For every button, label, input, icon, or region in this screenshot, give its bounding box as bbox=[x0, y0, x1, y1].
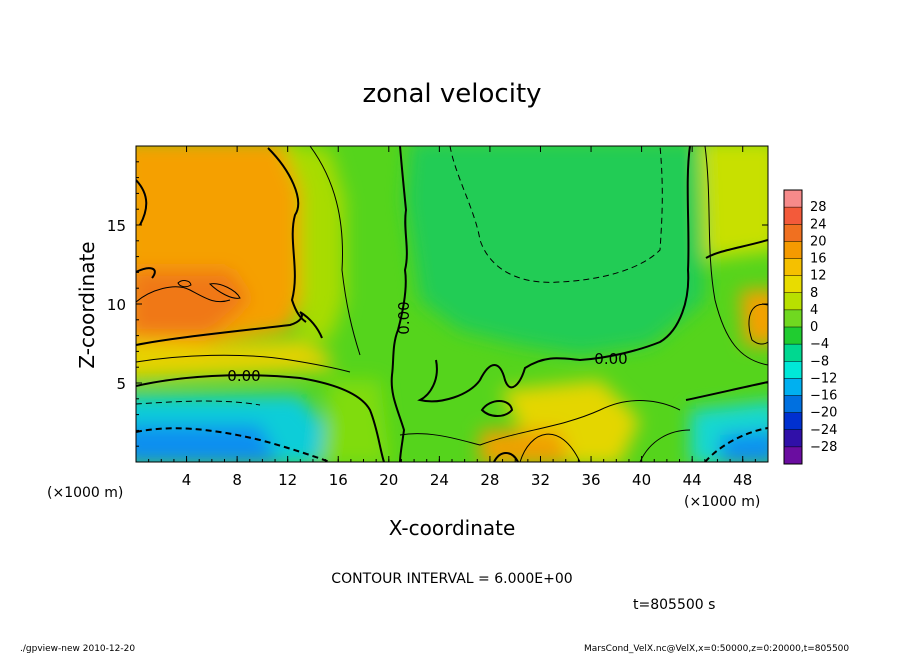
x-tick-label: 36 bbox=[581, 471, 600, 489]
contour-interval: CONTOUR INTERVAL = 6.000E+00 bbox=[331, 571, 572, 587]
positive-contour-bottom-right bbox=[639, 429, 691, 462]
x-tick-label: 8 bbox=[232, 471, 242, 489]
footer-left: ./gpview-new 2010-12-20 bbox=[20, 644, 135, 654]
field-region-mid-green-center bbox=[405, 146, 705, 355]
zero-contour-left-edge bbox=[136, 179, 156, 279]
negative-contour-left-mid bbox=[136, 400, 261, 406]
x-tick-label: 16 bbox=[329, 471, 348, 489]
zero-contour-center-vertical bbox=[390, 146, 408, 462]
colorbar-swatch bbox=[784, 344, 802, 362]
colorbar-swatch bbox=[784, 241, 802, 259]
x-axis-label: X-coordinate bbox=[389, 516, 516, 540]
colorbar-label: −8 bbox=[810, 354, 829, 369]
field-region-right-orange bbox=[740, 290, 768, 345]
colorbar-label: 16 bbox=[810, 252, 827, 267]
field-region-orange-peak bbox=[136, 270, 250, 335]
colorbar-label: −24 bbox=[810, 423, 837, 438]
colorbar-swatch bbox=[784, 275, 802, 294]
x-tick-label: 28 bbox=[480, 471, 499, 489]
contour-labels: 0.00 0.00 0.00 bbox=[227, 301, 627, 385]
field-blobs bbox=[136, 146, 768, 462]
y-tick-label: 5 bbox=[116, 375, 126, 393]
zero-contour-lower-left bbox=[136, 374, 385, 462]
zero-contour-bottom-closed bbox=[480, 400, 519, 462]
contour-label-right: 0.00 bbox=[594, 350, 627, 368]
y-axis-ticks: 5 10 15 bbox=[107, 145, 768, 463]
contour-label-left: 0.00 bbox=[227, 367, 260, 385]
y-tick-label: 10 bbox=[107, 296, 126, 314]
colorbar-label: 28 bbox=[810, 200, 827, 215]
colorbar-swatch bbox=[784, 190, 802, 208]
colorbar-swatch bbox=[784, 361, 802, 379]
field-region-yellowgreen-upper bbox=[282, 146, 345, 340]
contour-lines bbox=[136, 146, 768, 462]
heatmap-field: 0.00 0.00 0.00 bbox=[136, 146, 768, 462]
x-tick-label: 4 bbox=[182, 471, 192, 489]
x-tick-label: 12 bbox=[278, 471, 297, 489]
zero-contour-center-right bbox=[417, 146, 691, 403]
chart-title: zonal velocity bbox=[362, 79, 541, 109]
colorbar: 28 24 20 16 12 8 4 0 −4 −8 −12 −16 −20 −24 −28 bbox=[783, 189, 837, 465]
x-unit-right: (×1000 m) bbox=[684, 494, 760, 510]
colorbar-swatch bbox=[784, 378, 802, 396]
x-tick-label: 20 bbox=[379, 471, 398, 489]
colorbar-label: −4 bbox=[810, 337, 829, 352]
contour-label-vertical: 0.00 bbox=[395, 301, 413, 334]
negative-contour-center bbox=[449, 146, 663, 283]
positive-contour-right bbox=[704, 146, 768, 366]
field-region-blue-bottom-right bbox=[720, 431, 768, 462]
x-tick-label: 32 bbox=[531, 471, 550, 489]
colorbar-label: 20 bbox=[810, 234, 827, 249]
x-tick-label: 48 bbox=[733, 471, 752, 489]
y-axis-label: Z-coordinate bbox=[75, 241, 99, 368]
negative-contour-lower-left bbox=[136, 427, 331, 462]
colorbar-swatch bbox=[784, 412, 802, 431]
colorbar-swatch bbox=[784, 292, 802, 311]
x-tick-label: 24 bbox=[430, 471, 449, 489]
time-label: t=805500 s bbox=[633, 597, 715, 613]
colorbar-label: −12 bbox=[810, 371, 837, 386]
colorbar-label: −28 bbox=[810, 440, 837, 455]
positive-contour-upper bbox=[309, 146, 361, 356]
x-axis-ticks: 4 8 12 16 20 24 28 32 36 40 44 48 bbox=[135, 146, 769, 489]
colorbar-label: 8 bbox=[810, 286, 818, 301]
footer-right: MarsCond_VelX.nc@VelX,x=0:50000,z=0:2000… bbox=[584, 644, 849, 654]
colorbar-label: 0 bbox=[810, 320, 818, 335]
field-region-yellow-left bbox=[136, 340, 330, 380]
zero-contour-upper-left bbox=[267, 147, 307, 323]
x-unit-left: (×1000 m) bbox=[47, 485, 123, 501]
colorbar-swatch bbox=[784, 224, 802, 242]
positive-contour-lower bbox=[399, 400, 681, 462]
y-tick-label: 15 bbox=[107, 217, 126, 235]
colorbar-swatch bbox=[784, 429, 802, 448]
closed-contour-small-left bbox=[177, 280, 241, 299]
field-region-greenyellow-lower-mid bbox=[320, 380, 390, 462]
colorbar-swatch bbox=[784, 207, 802, 225]
colorbar-label: 24 bbox=[810, 217, 827, 232]
positive-contour-left bbox=[136, 286, 351, 373]
colorbar-swatch bbox=[784, 258, 802, 277]
colorbar-label: −20 bbox=[810, 406, 837, 421]
colorbar-swatch bbox=[784, 446, 802, 465]
colorbar-label: 12 bbox=[810, 269, 827, 284]
colorbar-label: −16 bbox=[810, 389, 837, 404]
x-tick-label: 44 bbox=[683, 471, 702, 489]
colorbar-label: 4 bbox=[810, 303, 818, 318]
x-tick-label: 40 bbox=[632, 471, 651, 489]
colorbar-swatch bbox=[784, 309, 802, 328]
zero-contour-left bbox=[136, 311, 323, 346]
colorbar-swatch bbox=[784, 395, 802, 414]
colorbar-swatch bbox=[784, 327, 802, 345]
field-region-right-yellow bbox=[700, 146, 768, 260]
field-region-blue-bottom-left bbox=[136, 425, 279, 462]
